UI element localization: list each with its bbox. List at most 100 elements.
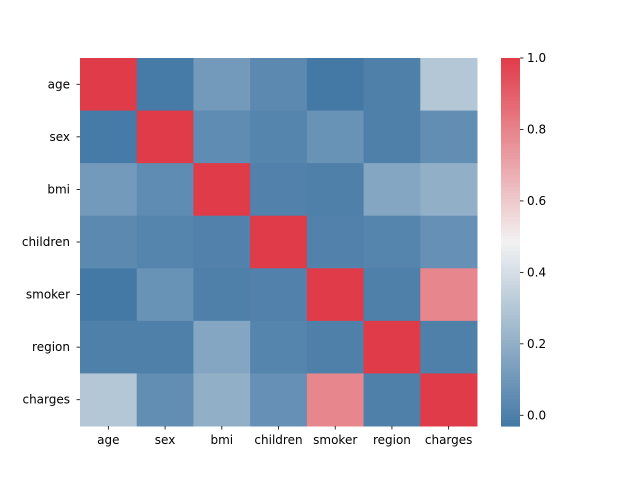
heatmap-cell-charges-charges — [420, 373, 478, 427]
x-tick-label: charges — [425, 433, 473, 447]
colorbar-segment — [501, 229, 520, 234]
colorbar-segment — [501, 334, 520, 338]
colorbar-segment — [501, 297, 520, 301]
colorbar-segment — [501, 303, 520, 307]
colorbar-segment — [501, 272, 520, 277]
colorbar-segment — [501, 395, 520, 399]
x-tick-label: region — [373, 433, 411, 447]
heatmap-cell-charges-sex — [136, 373, 194, 427]
colorbar-segment — [501, 281, 520, 286]
colorbar-segment — [501, 306, 520, 311]
colorbar-segment — [501, 386, 520, 390]
colorbar-segment — [501, 171, 520, 176]
colorbar-segment — [501, 309, 520, 314]
colorbar-segment — [501, 315, 520, 320]
colorbar-segment — [501, 220, 520, 225]
heatmap-cell-smoker-age — [80, 268, 138, 322]
colorbar-segment — [501, 143, 520, 148]
colorbar-segment — [501, 235, 520, 240]
colorbar-segment — [501, 205, 520, 209]
x-tick-label: sex — [155, 433, 176, 447]
colorbar-segment — [501, 79, 520, 84]
heatmap-cell-age-smoker — [306, 58, 365, 112]
colorbar-segment — [501, 401, 520, 406]
colorbar-segment — [501, 113, 520, 117]
colorbar-segment — [501, 288, 520, 292]
y-axis-tick-labels: age sex bmi children smoker region charges — [22, 77, 80, 407]
heatmap-cell-children-charges — [420, 215, 478, 269]
colorbar-tick-label: 0.6 — [527, 194, 546, 208]
heatmap-cell-charges-bmi — [193, 373, 251, 427]
colorbar-segment — [501, 275, 520, 280]
colorbar-segment — [501, 373, 520, 378]
colorbar-segment — [501, 174, 520, 179]
heatmap-cell-bmi-bmi — [193, 163, 251, 217]
colorbar-segment — [501, 131, 520, 136]
y-tick-label: smoker — [26, 288, 70, 302]
colorbar-segment — [501, 284, 520, 289]
colorbar-segment — [501, 349, 520, 353]
colorbar-tick-label: 0.8 — [527, 122, 546, 136]
colorbar-segment — [501, 116, 520, 120]
heatmap-cell-age-age — [80, 58, 138, 112]
heatmap-cells — [80, 58, 478, 427]
colorbar-segment — [501, 186, 520, 191]
colorbar-segment — [501, 192, 520, 197]
heatmap-cell-smoker-smoker — [306, 268, 365, 322]
colorbar-segment — [501, 70, 520, 74]
colorbar-segment — [501, 137, 520, 142]
colorbar-segment — [501, 153, 520, 157]
colorbar-segment — [501, 67, 520, 71]
heatmap-cell-smoker-children — [250, 268, 308, 322]
heatmap-cell-charges-age — [80, 373, 138, 427]
heatmap-cell-region-children — [250, 320, 308, 374]
colorbar-segment — [501, 352, 520, 357]
colorbar-segment — [501, 162, 520, 166]
heatmap-cell-bmi-charges — [420, 163, 478, 217]
heatmap-cell-charges-children — [250, 373, 308, 427]
colorbar-segment — [501, 410, 520, 415]
heatmap-cell-age-charges — [420, 58, 478, 112]
colorbar-segment — [501, 263, 520, 268]
colorbar-segment — [501, 389, 520, 393]
colorbar-segment — [501, 254, 520, 258]
colorbar-segment — [501, 346, 520, 350]
colorbar-segment — [501, 260, 520, 265]
heatmap-cell-bmi-sex — [136, 163, 194, 217]
x-tick-label: bmi — [210, 433, 233, 447]
colorbar-segment — [501, 324, 520, 329]
colorbar-segment — [501, 232, 520, 237]
colorbar-segment — [501, 107, 520, 111]
y-tick-label: region — [32, 340, 70, 354]
colorbar-segment — [501, 91, 520, 96]
colorbar-segment — [501, 82, 520, 87]
heatmap-cell-smoker-region — [363, 268, 421, 322]
heatmap-cell-region-age — [80, 320, 138, 374]
colorbar-segment — [501, 64, 520, 68]
heatmap-cell-sex-bmi — [193, 110, 251, 164]
colorbar-segment — [501, 61, 520, 65]
colorbar-segment — [501, 413, 520, 418]
heatmap-cell-bmi-age — [80, 163, 138, 217]
colorbar-segment — [501, 214, 520, 219]
colorbar-segment — [501, 355, 520, 360]
colorbar-segment — [501, 343, 520, 347]
colorbar-segment — [501, 94, 520, 99]
heatmap-cell-charges-smoker — [306, 373, 365, 427]
colorbar-segment — [501, 159, 520, 163]
y-tick-label: bmi — [47, 182, 70, 196]
colorbar-segment — [501, 358, 520, 363]
heatmap-cell-sex-sex — [136, 110, 194, 164]
colorbar-segment — [501, 248, 520, 252]
colorbar-segment — [501, 383, 520, 387]
colorbar-segment — [501, 110, 520, 114]
colorbar-segment — [501, 242, 520, 246]
colorbar-segment — [501, 150, 520, 154]
colorbar-segment — [501, 128, 520, 133]
colorbar-segment — [501, 165, 520, 169]
y-tick-label: sex — [49, 130, 70, 144]
colorbar-segment — [501, 223, 520, 228]
colorbar-segment — [501, 340, 520, 344]
colorbar-segment — [501, 337, 520, 341]
colorbar-segment — [501, 238, 520, 243]
